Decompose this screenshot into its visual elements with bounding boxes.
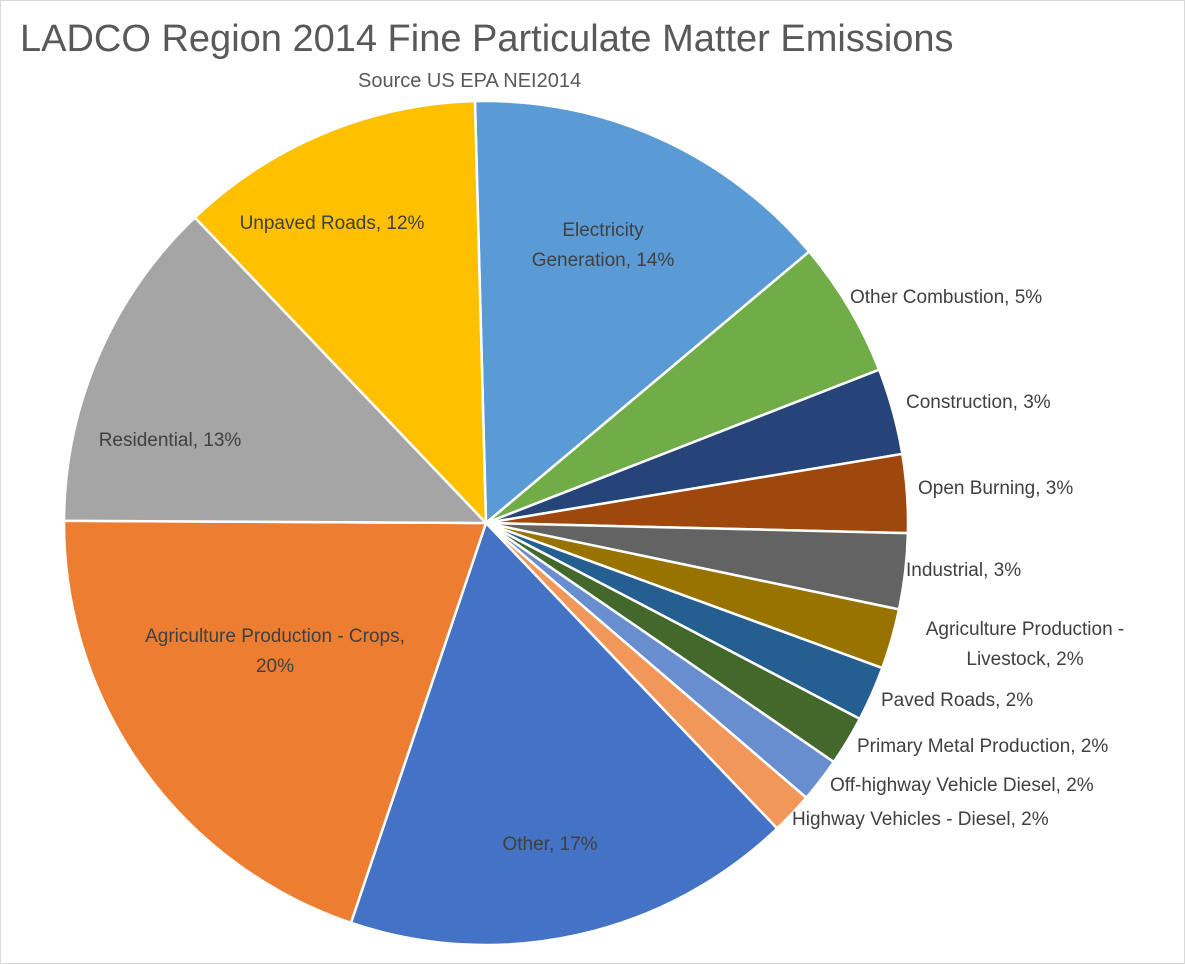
pie-slice-unpaved-roads <box>193 99 488 525</box>
data-label-highway-vehicles-diesel: Highway Vehicles - Diesel, 2% <box>792 809 1049 830</box>
data-label-line: Open Burning, 3% <box>918 478 1073 499</box>
data-label-open-burning: Open Burning, 3% <box>918 478 1073 499</box>
data-label-electricity-generation: Electricity Generation, 14% <box>532 220 675 271</box>
pie-slice-other-combustion <box>484 250 881 525</box>
data-label-construction: Construction, 3% <box>906 392 1051 413</box>
data-label-other: Other, 17% <box>502 834 597 855</box>
data-label-agriculture-production-livestock: Agriculture Production - Livestock, 2% <box>926 619 1125 670</box>
pie-slice-electricity-generation <box>473 99 811 525</box>
data-label-primary-metal-production: Primary Metal Production, 2% <box>857 736 1108 757</box>
data-label-line: Agriculture Production - <box>926 619 1125 640</box>
data-label-line: Residential, 13% <box>99 430 242 451</box>
data-label-unpaved-roads: Unpaved Roads, 12% <box>240 213 425 234</box>
data-label-line: Other, 17% <box>502 834 597 855</box>
data-label-line: Agriculture Production - Crops, <box>145 626 405 647</box>
data-label-industrial: Industrial, 3% <box>906 560 1021 581</box>
pie-slice-agriculture-production-crops <box>62 519 488 925</box>
data-label-line: Construction, 3% <box>906 392 1051 413</box>
chart-subtitle: Source US EPA NEI2014 <box>358 70 582 92</box>
data-label-line: Other Combustion, 5% <box>850 287 1042 308</box>
data-label-line: Off-highway Vehicle Diesel, 2% <box>830 775 1094 796</box>
pie-slice-residential <box>62 216 488 525</box>
data-label-off-highway-vehicle-diesel: Off-highway Vehicle Diesel, 2% <box>830 775 1094 796</box>
data-label-line: Highway Vehicles - Diesel, 2% <box>792 809 1049 830</box>
data-label-agriculture-production-crops: Agriculture Production - Crops, 20% <box>145 626 405 677</box>
pie-data-labels: Electricity Generation, 14% Other Combusti… <box>99 213 1125 855</box>
data-label-line: 20% <box>256 656 294 677</box>
chart-title: LADCO Region 2014 Fine Particulate Matte… <box>20 18 954 60</box>
data-label-paved-roads: Paved Roads, 2% <box>881 690 1033 711</box>
data-label-line: Primary Metal Production, 2% <box>857 736 1108 757</box>
data-label-line: Generation, 14% <box>532 250 675 271</box>
pie-slice-other <box>349 521 779 947</box>
data-label-line: Paved Roads, 2% <box>881 690 1033 711</box>
data-label-line: Electricity <box>562 220 644 241</box>
data-label-residential: Residential, 13% <box>99 430 242 451</box>
data-label-line: Unpaved Roads, 12% <box>240 213 425 234</box>
pie-slices <box>62 99 910 947</box>
data-label-line: Industrial, 3% <box>906 560 1021 581</box>
data-label-line: Livestock, 2% <box>966 649 1083 670</box>
data-label-other-combustion: Other Combustion, 5% <box>850 287 1042 308</box>
